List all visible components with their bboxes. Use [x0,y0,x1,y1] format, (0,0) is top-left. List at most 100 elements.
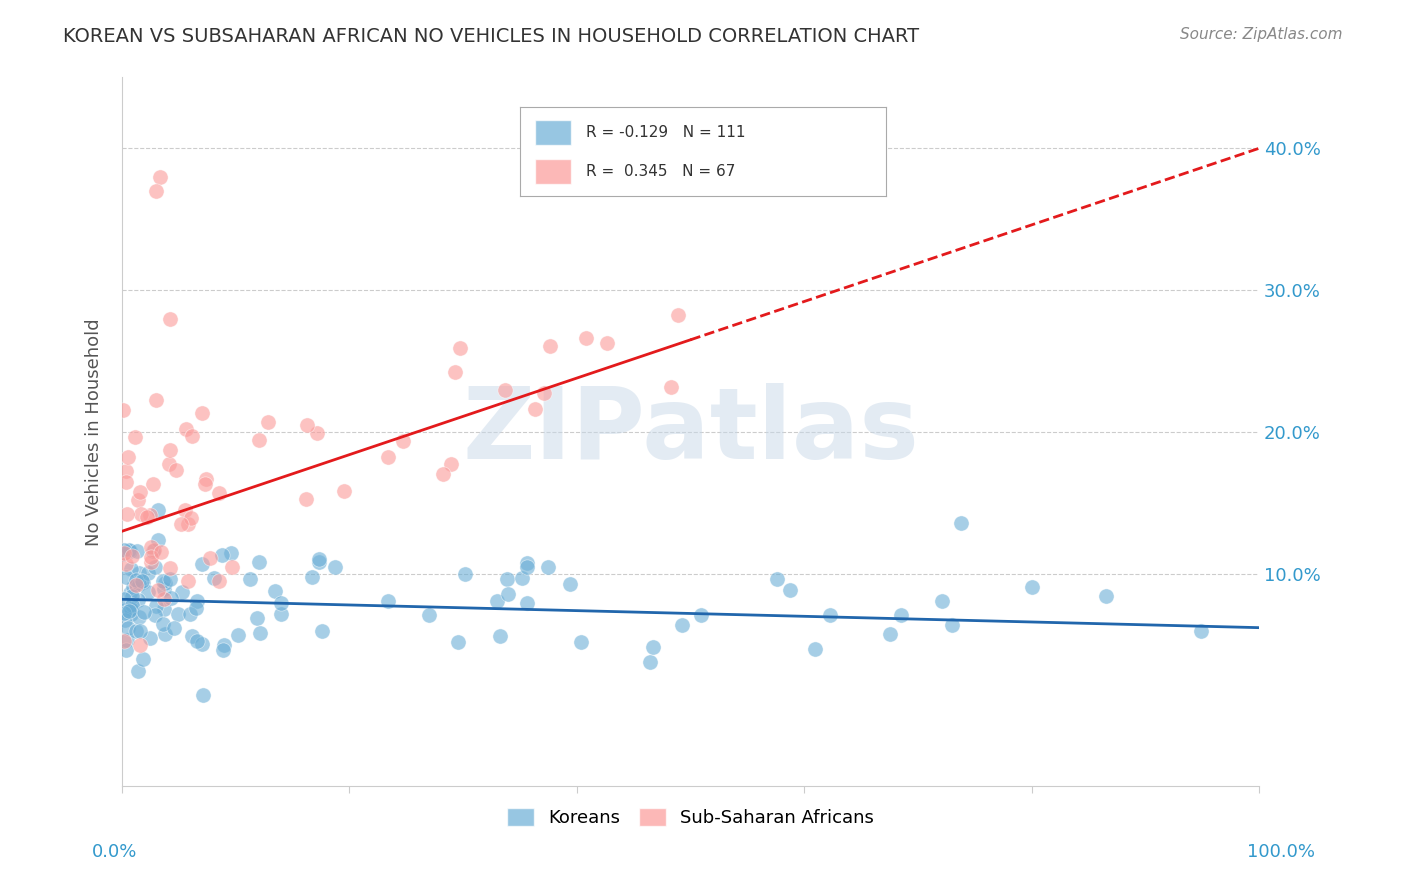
Point [159,442,181,457]
Point [122,580,145,594]
Point [131,574,153,588]
Point [118,586,141,600]
Point [127,593,149,607]
Point [537,559,560,574]
Text: ZIPatlas: ZIPatlas [463,384,920,481]
Point [112,546,135,560]
Point [165,463,187,477]
Point [138,566,160,580]
Point [516,559,538,574]
Point [523,401,546,416]
Point [595,336,617,351]
Point [112,634,135,648]
Point [191,637,214,651]
Point [128,576,150,591]
Point [115,570,138,584]
Point [247,433,270,447]
Point [117,621,139,635]
Point [124,430,146,444]
Point [308,552,330,566]
Text: 100.0%: 100.0% [1247,843,1315,861]
Point [129,507,152,521]
Point [221,560,243,574]
Point [125,544,148,558]
Point [139,555,162,569]
Point [128,485,150,500]
Point [377,450,399,465]
Point [516,557,538,571]
Point [136,509,159,524]
Point [890,608,912,623]
Point [159,561,181,575]
Y-axis label: No Vehicles in Household: No Vehicles in Household [86,318,103,546]
Point [211,548,233,562]
Point [294,492,316,507]
Point [931,593,953,607]
Point [879,627,901,641]
Point [538,339,561,353]
Point [127,665,149,679]
Point [191,406,214,420]
Text: R =  0.345   N = 67: R = 0.345 N = 67 [586,164,735,178]
Point [180,510,202,524]
Point [180,429,202,443]
Legend: Koreans, Sub-Saharan Africans: Koreans, Sub-Saharan Africans [499,800,882,834]
Point [120,603,142,617]
Point [558,577,581,591]
Point [295,418,318,433]
Point [125,573,148,587]
Point [418,608,440,623]
Point [307,426,329,441]
Point [117,450,139,465]
Point [194,472,217,486]
Point [449,341,471,355]
Point [152,574,174,589]
Point [143,542,166,557]
Point [128,638,150,652]
Point [198,551,221,566]
Point [118,604,141,618]
Point [114,643,136,657]
Point [149,169,172,184]
Point [239,573,262,587]
Point [145,599,167,613]
Point [153,576,176,591]
Point [516,596,538,610]
Point [125,578,148,592]
Point [120,561,142,575]
Point [191,558,214,572]
Point [142,476,165,491]
Point [141,549,163,564]
Point [510,571,533,585]
Point [214,638,236,652]
Point [533,386,555,401]
Point [432,467,454,482]
Point [818,608,841,623]
Point [112,402,135,417]
Point [112,592,135,607]
Point [132,575,155,590]
Point [114,613,136,627]
Point [454,567,477,582]
Point [146,582,169,597]
Point [153,602,176,616]
Point [139,631,162,645]
Point [118,544,141,558]
Point [177,574,200,588]
Point [139,540,162,554]
Point [212,643,235,657]
Point [146,533,169,547]
Point [174,422,197,436]
Point [949,516,972,531]
Point [270,607,292,621]
Point [181,629,204,643]
Point [128,610,150,624]
Point [149,545,172,559]
Point [159,457,181,471]
Point [159,311,181,326]
Point [301,570,323,584]
Point [153,627,176,641]
Point [186,634,208,648]
Point [311,624,333,638]
Point [174,503,197,517]
